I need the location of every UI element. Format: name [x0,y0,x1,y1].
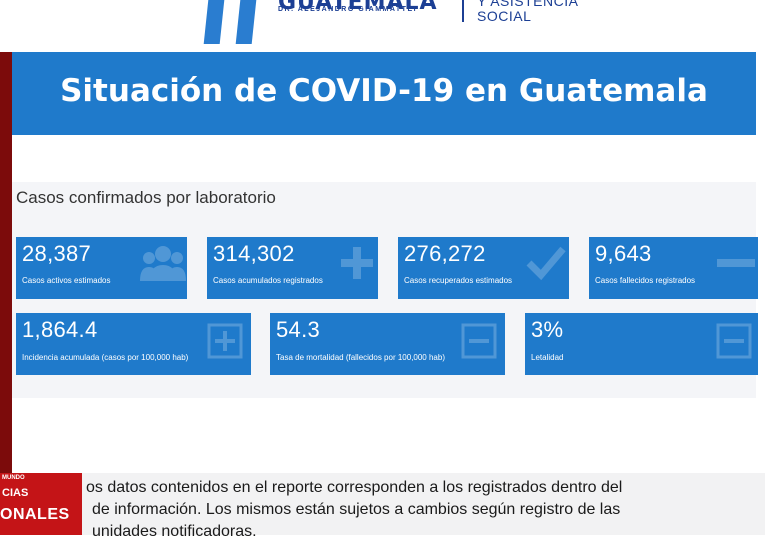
left-stripe [0,52,12,473]
caption-line-3: unidades notificadoras. [92,523,257,540]
title-banner: Situación de COVID-19 en Guatemala [12,52,756,135]
ministry-line-1: Y ASISTENCIA [477,0,579,9]
logo-title: GUATEMALA [278,0,438,15]
minus-icon [717,259,755,267]
header: GUATEMALA DR. ALEJANDRO GIAMMATTEI Y ASI… [0,0,765,52]
ministry-line-2: SOCIAL [477,8,532,24]
badge-line-1: MUNDO [2,475,25,481]
minus-square-icon [716,323,752,359]
logo-subtitle: DR. ALEJANDRO GIAMMATTEI [278,6,418,13]
card-label: Incidencia acumulada (casos por 100,000 … [22,353,189,362]
card-label: Letalidad [531,353,564,362]
card-value: 276,272 [404,241,486,266]
check-icon [526,246,566,281]
card-casos-recuperados: 276,272 Casos recuperados estimados [398,237,569,299]
badge-line-2: CIAS [2,487,29,499]
card-value: 314,302 [213,241,295,266]
people-icon [140,246,186,281]
caption-line-1: os datos contenidos en el reporte corres… [86,479,623,496]
card-casos-acumulados: 314,302 Casos acumulados registrados [207,237,378,299]
logo-divider [462,0,464,22]
card-incidencia: 1,864.4 Incidencia acumulada (casos por … [16,313,251,375]
section-label: Casos confirmados por laboratorio [16,188,276,207]
logo-bar-right [235,0,257,44]
card-label: Casos fallecidos registrados [595,276,696,285]
logo-bar-left [203,0,225,44]
card-value: 3% [531,317,564,342]
card-letalidad: 3% Letalidad [525,313,758,375]
card-label: Casos activos estimados [22,276,111,285]
news-badge: MUNDO CIAS ONALES [0,473,82,535]
card-casos-activos: 28,387 Casos activos estimados [16,237,187,299]
card-value: 1,864.4 [22,317,98,342]
plus-icon [341,247,373,279]
card-casos-fallecidos: 9,643 Casos fallecidos registrados [589,237,758,299]
minus-square-icon [461,323,497,359]
caption-bar: os datos contenidos en el reporte corres… [0,473,765,540]
card-tasa-mortalidad: 54.3 Tasa de mortalidad (fallecidos por … [270,313,505,375]
card-label: Casos recuperados estimados [404,276,513,285]
caption-line-2: de información. Los mismos están sujetos… [92,501,621,518]
card-label: Tasa de mortalidad (fallecidos por 100,0… [276,353,445,362]
card-label: Casos acumulados registrados [213,276,323,285]
card-value: 28,387 [22,241,92,266]
plus-square-icon [207,323,243,359]
badge-line-3: ONALES [0,506,70,523]
page-title: Situación de COVID-19 en Guatemala [60,73,708,109]
card-value: 9,643 [595,241,652,266]
card-value: 54.3 [276,317,321,342]
